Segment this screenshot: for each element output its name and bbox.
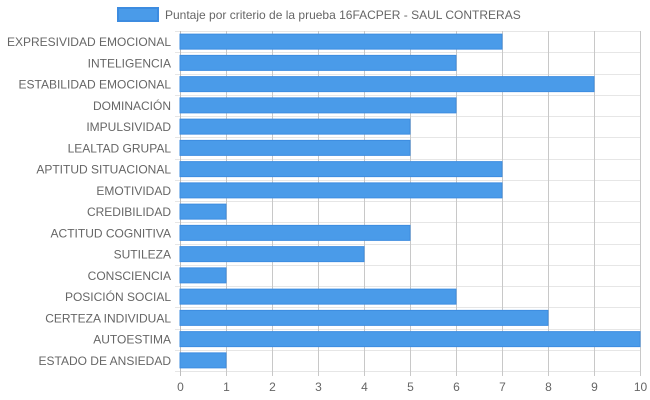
category-label: INTELIGENCIA (88, 56, 171, 70)
category-label: ESTABILIDAD EMOCIONAL (19, 78, 172, 92)
x-tick-label: 9 (591, 380, 598, 394)
legend[interactable]: Puntaje por criterio de la prueba 16FACP… (117, 7, 521, 22)
bar[interactable] (179, 182, 503, 199)
bar[interactable] (179, 139, 411, 156)
bar[interactable] (179, 33, 503, 50)
bar[interactable] (179, 224, 411, 241)
bar[interactable] (179, 246, 365, 263)
bar[interactable] (179, 97, 457, 114)
x-tick-label: 1 (223, 380, 230, 394)
x-tick-label: 0 (177, 380, 184, 394)
category-label: IMPULSIVIDAD (86, 120, 171, 134)
category-label: APTITUD SITUACIONAL (36, 163, 171, 177)
bar[interactable] (179, 203, 227, 220)
category-label: POSICIÓN SOCIAL (65, 289, 171, 304)
legend-label[interactable]: Puntaje por criterio de la prueba 16FACP… (165, 8, 521, 22)
category-label: CONSCIENCIA (88, 269, 171, 283)
x-tick-label: 3 (315, 380, 322, 394)
bar[interactable] (179, 309, 549, 326)
category-label: CERTEZA INDIVIDUAL (45, 311, 171, 325)
bar[interactable] (179, 76, 595, 93)
bar[interactable] (179, 54, 457, 71)
bar[interactable] (179, 267, 227, 284)
category-label: CREDIBILIDAD (87, 205, 171, 219)
x-tick-label: 5 (407, 380, 414, 394)
category-label: DOMINACIÓN (93, 98, 171, 113)
category-label: EXPRESIVIDAD EMOCIONAL (7, 35, 171, 49)
category-label: EMOTIVIDAD (96, 184, 171, 198)
category-labels: EXPRESIVIDAD EMOCIONAL INTELIGENCIA ESTABI… (7, 35, 171, 368)
x-tick-label: 4 (361, 380, 368, 394)
bar[interactable] (179, 352, 227, 369)
category-label: AUTOESTIMA (93, 333, 171, 347)
x-tick-label: 10 (634, 380, 648, 394)
x-tick-label: 8 (545, 380, 552, 394)
bar[interactable] (179, 161, 503, 178)
bar[interactable] (179, 118, 411, 135)
bar[interactable] (179, 288, 457, 305)
category-label: SUTILEZA (114, 248, 171, 262)
x-tick-label: 2 (269, 380, 276, 394)
category-label: ACTITUD COGNITIVA (51, 226, 171, 240)
category-label: LEALTAD GRUPAL (68, 141, 172, 155)
bar[interactable] (179, 331, 641, 348)
x-tick-label: 7 (499, 380, 506, 394)
legend-swatch[interactable] (117, 7, 159, 22)
category-label: ESTADO DE ANSIEDAD (39, 354, 172, 368)
x-axis-ticks: 0 1 2 3 4 5 6 7 8 9 10 (177, 380, 647, 394)
x-tick-label: 6 (453, 380, 460, 394)
bar-series (179, 33, 641, 369)
